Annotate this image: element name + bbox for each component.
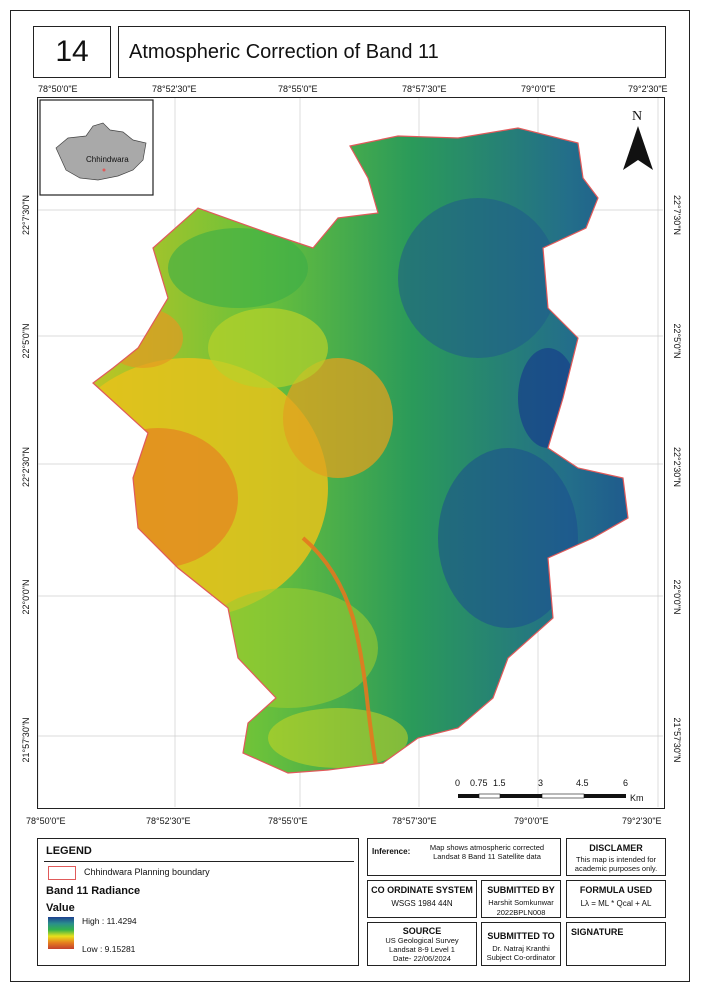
map-title: Atmospheric Correction of Band 11	[118, 26, 666, 78]
lat-label-left: 21°57'30"N	[21, 717, 31, 763]
signature-box: SIGNATURE	[566, 922, 666, 966]
submitted-to-heading: SUBMITTED TO	[487, 931, 555, 941]
source-line: Landsat 8-9 Level 1	[389, 945, 455, 954]
submitted-to-role: Subject Co-ordinator	[486, 953, 556, 962]
submitted-by-id: 2022BPLN008	[496, 908, 546, 917]
scale-tick: 6	[623, 778, 628, 788]
lon-label-bottom: 78°52'30"E	[146, 816, 191, 826]
north-arrow-icon	[623, 126, 653, 170]
lon-label-bottom: 78°57'30"E	[392, 816, 437, 826]
lat-label-right: 22°0'0"N	[672, 579, 682, 615]
disclaimer-text: This map is intended for academic purpos…	[574, 855, 658, 873]
lon-label-top: 78°50'0"E	[38, 84, 78, 94]
sheet-number: 14	[33, 26, 111, 78]
source-box: SOURCE US Geological Survey Landsat 8-9 …	[367, 922, 477, 966]
lon-label-top: 79°0'0"E	[521, 84, 556, 94]
coordinate-system-box: CO ORDINATE SYSTEM WSGS 1984 44N	[367, 880, 477, 918]
formula-box: FORMULA USED Lλ = ML * Qcal + AL	[566, 880, 666, 918]
lat-label-left: 22°2'30"N	[21, 446, 31, 488]
submitted-by-name: Harshit Somkunwar	[488, 898, 554, 907]
scale-tick: 3	[538, 778, 543, 788]
lon-label-bottom: 79°0'0"E	[514, 816, 549, 826]
coordinate-system-heading: CO ORDINATE SYSTEM	[371, 885, 473, 895]
submitted-by-box: SUBMITTED BY Harshit Somkunwar 2022BPLN0…	[481, 880, 561, 918]
radiance-map: Chhindwara N 0 0.75 1.5 3 4.5 6 Km	[37, 98, 663, 807]
sheet-frame	[10, 10, 690, 982]
submitted-by-heading: SUBMITTED BY	[487, 885, 555, 895]
submitted-to-box: SUBMITTED TO Dr. Natraj Kranthi Subject …	[481, 922, 561, 966]
value-label: Value	[46, 902, 75, 914]
lon-label-top: 78°52'30"E	[152, 84, 197, 94]
inset-label: Chhindwara	[86, 155, 129, 164]
formula-heading: FORMULA USED	[579, 885, 653, 895]
scale-bar	[458, 793, 626, 799]
low-value-label: Low : 9.15281	[82, 944, 136, 954]
lon-label-top: 78°57'30"E	[402, 84, 447, 94]
lat-label-right: 22°5'0"N	[672, 323, 682, 359]
lat-label-right: 22°7'30"N	[672, 194, 682, 236]
raster-title: Band 11 Radiance	[46, 885, 141, 897]
inference-box: Inference: Map shows atmospheric correct…	[367, 838, 561, 876]
color-ramp	[48, 917, 74, 949]
legend-divider	[44, 861, 354, 862]
inset-locator-map	[39, 99, 154, 196]
legend-heading: LEGEND	[46, 845, 92, 857]
source-date: Date- 22/06/2024	[393, 954, 451, 963]
scale-tick: 0	[455, 778, 460, 788]
scale-tick: 0.75	[470, 778, 488, 788]
lon-label-bottom: 79°2'30"E	[622, 816, 662, 826]
lat-label-right: 22°2'30"N	[672, 446, 682, 488]
lat-label-left: 22°5'0"N	[21, 323, 31, 359]
lon-label-bottom: 78°50'0"E	[26, 816, 66, 826]
inference-text: Map shows atmospheric corrected Landsat …	[429, 843, 545, 861]
disclaimer-heading: DISCLAMER	[589, 843, 643, 853]
lat-label-left: 22°0'0"N	[21, 579, 31, 615]
lon-label-bottom: 78°55'0"E	[268, 816, 308, 826]
signature-heading: SIGNATURE	[571, 927, 624, 937]
scale-unit: Km	[630, 793, 644, 803]
north-label: N	[632, 109, 642, 124]
district-raster	[93, 128, 628, 773]
source-line: US Geological Survey	[385, 936, 459, 945]
high-value-label: High : 11.4294	[82, 916, 137, 926]
lat-label-right: 21°57'30"N	[672, 717, 682, 763]
coordinate-system-value: WSGS 1984 44N	[391, 899, 453, 908]
lon-label-top: 78°55'0"E	[278, 84, 318, 94]
lon-label-top: 79°2'30"E	[628, 84, 668, 94]
formula-value: Lλ = ML * Qcal + AL	[580, 899, 652, 908]
inference-label: Inference:	[372, 847, 411, 856]
map-frame: Chhindwara N 0 0.75 1.5 3 4.5 6 Km	[37, 97, 665, 809]
lat-label-left: 22°7'30"N	[21, 194, 31, 236]
source-heading: SOURCE	[402, 926, 442, 936]
scale-tick: 1.5	[493, 778, 506, 788]
disclaimer-box: DISCLAMER This map is intended for acade…	[566, 838, 666, 876]
scale-ticks: 0 0.75 1.5 3 4.5 6 Km	[455, 778, 644, 803]
boundary-swatch	[48, 866, 76, 880]
scale-tick: 4.5	[576, 778, 589, 788]
submitted-to-name: Dr. Natraj Kranthi	[492, 944, 550, 953]
legend-box: LEGEND Chhindwara Planning boundary Band…	[37, 838, 359, 966]
boundary-label: Chhindwara Planning boundary	[84, 867, 210, 877]
